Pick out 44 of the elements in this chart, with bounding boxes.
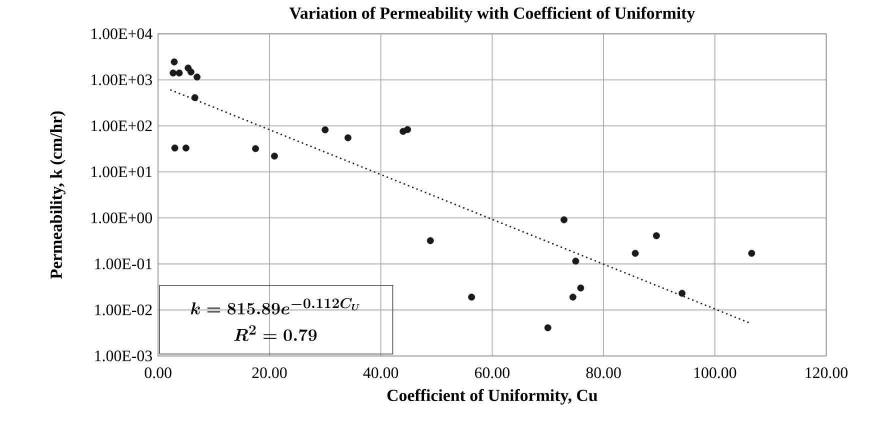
- point: [569, 294, 576, 301]
- chart-title: Variation of Permeability with Coefficient of Uniformity: [289, 7, 695, 23]
- annotation: $R^2 = 0.79$: [234, 325, 317, 342]
- point: [344, 134, 352, 142]
- x-tick-label: 20.00: [252, 368, 287, 378]
- point: [176, 70, 183, 77]
- point: [632, 250, 639, 258]
- y-tick-label: 1.00E-03: [95, 350, 152, 362]
- x-tick-label: 100.00: [694, 368, 736, 378]
- y-tick-label: 1.00E-01: [95, 258, 152, 270]
- point: [652, 232, 660, 240]
- point: [170, 70, 177, 77]
- x-tick-label: 40.00: [363, 368, 398, 378]
- y-tick-label: 1.00E+04: [92, 28, 152, 40]
- point: [404, 126, 412, 134]
- y-tick-label: 1.00E-02: [95, 304, 152, 316]
- point: [191, 94, 198, 102]
- y-tick-label: 1.00E+02: [92, 120, 152, 132]
- x-tick-label: 60.00: [474, 368, 510, 378]
- point: [468, 294, 476, 301]
- y-axis-title: Permeability, k (cm/hr): [50, 112, 66, 280]
- x-tick-label: 0.00: [144, 368, 172, 378]
- point: [187, 68, 194, 76]
- point: [194, 74, 201, 81]
- x-axis-title: Coefficient of Uniformity, Cu: [387, 389, 598, 405]
- y-tick-label: 1.00E+01: [92, 166, 152, 178]
- point: [560, 216, 568, 224]
- point: [270, 152, 278, 160]
- point: [678, 290, 686, 297]
- point: [544, 324, 552, 332]
- x-tick-label: 80.00: [586, 368, 621, 378]
- point: [170, 58, 178, 66]
- annotation: $k = 815.89e^{-0.112C_U}$: [190, 298, 360, 315]
- point: [252, 145, 260, 152]
- y-tick-label: 1.00E+03: [92, 74, 152, 86]
- point: [171, 144, 178, 152]
- point: [322, 126, 329, 134]
- x-tick-label: 120.00: [806, 368, 848, 378]
- point: [748, 250, 756, 258]
- point: [577, 284, 584, 292]
- y-tick-label: 1.00E+00: [92, 212, 152, 224]
- point: [182, 144, 190, 152]
- point: [426, 237, 434, 244]
- point: [572, 258, 580, 265]
